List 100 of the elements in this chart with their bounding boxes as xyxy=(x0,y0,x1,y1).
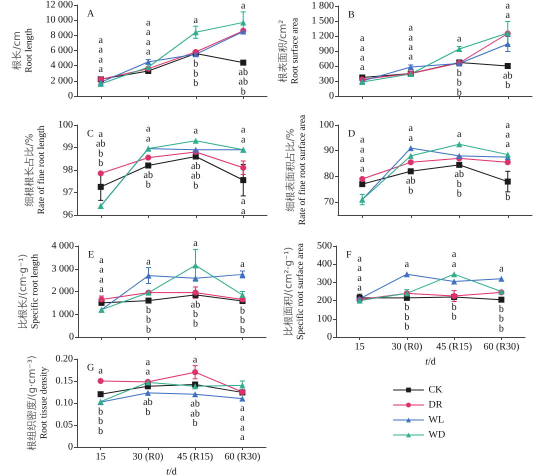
annotation: b xyxy=(146,304,151,316)
x-tick-label: 30 (R0) xyxy=(391,342,422,352)
annotation: a xyxy=(452,258,457,270)
y-tick-label: 200 xyxy=(317,295,332,306)
annotation: a xyxy=(408,123,414,134)
annotation: ab xyxy=(143,397,153,408)
annotation: b xyxy=(498,304,504,316)
annotation: a xyxy=(408,132,414,144)
annotation: b xyxy=(193,308,198,320)
annotation: b xyxy=(456,178,462,190)
annotation: b xyxy=(498,323,504,334)
y-tick-label: 6 000 xyxy=(50,45,73,56)
y-tick-label: 1 500 xyxy=(312,16,334,26)
annotation: a xyxy=(98,44,104,56)
annotation: a xyxy=(146,124,152,135)
annotation: a xyxy=(241,134,246,146)
y-tick-label: 3 000 xyxy=(52,263,74,274)
annotation: a xyxy=(506,130,511,141)
annotation: b xyxy=(505,192,510,204)
annotation: a xyxy=(146,356,151,368)
x-tick-label: 45 (R15) xyxy=(177,452,214,462)
y-axis-title: 细根根长占比/% Rate of fine root length xyxy=(24,125,48,214)
annotation: a xyxy=(360,62,366,74)
annotation: a xyxy=(192,354,198,366)
annotation: a xyxy=(240,432,246,444)
y-tick-label: 8 000 xyxy=(50,30,73,41)
chart-title: D xyxy=(348,128,356,140)
y-tick-label: 0.10 xyxy=(56,398,73,408)
y-tick-label: 100 xyxy=(58,120,73,130)
y-tick-label: 4 000 xyxy=(52,240,74,252)
y-tick-label: 400 xyxy=(317,258,332,270)
annotation: a xyxy=(240,259,246,270)
annotation: a xyxy=(360,134,366,146)
annotation: a xyxy=(457,34,462,45)
x-axis-title: t/d xyxy=(425,356,436,368)
legend-label: WD xyxy=(428,430,446,440)
annotation: a xyxy=(357,253,362,264)
annotation: a xyxy=(146,46,152,58)
annotation: b xyxy=(456,78,462,89)
annotation: a xyxy=(193,238,198,250)
y-tick-label: 96 xyxy=(63,210,73,220)
annotation: b xyxy=(146,180,151,191)
annotation: a xyxy=(146,256,152,268)
y-tick-label: 1 800 xyxy=(312,0,334,12)
annotation: b xyxy=(98,416,104,428)
y-tick-label: 90 xyxy=(324,145,334,156)
y-tick-label: 99 xyxy=(63,142,73,153)
annotation: b xyxy=(98,406,104,418)
chart-title: B xyxy=(348,10,355,20)
y-tick-label: 10 000 xyxy=(46,14,73,26)
annotation: b xyxy=(98,158,104,170)
annotation: a xyxy=(408,32,414,44)
chart-title: C xyxy=(87,128,94,140)
annotation: a xyxy=(240,422,246,434)
annotation: b xyxy=(452,302,457,313)
y-tick-label: 2 000 xyxy=(50,75,73,86)
annotation: b xyxy=(404,302,410,314)
annotation: a xyxy=(241,0,246,12)
annotation: ab xyxy=(503,70,512,82)
annotation: a xyxy=(360,52,366,64)
annotation: a xyxy=(98,34,104,46)
y-axis-title: 比根长/(cm·g⁻¹) Specific root length xyxy=(17,254,41,330)
x-tick-label: 60 (R30) xyxy=(483,342,520,352)
y-tick-label: 1 000 xyxy=(52,308,74,320)
annotation: b xyxy=(145,406,150,418)
annotation: ab xyxy=(238,66,248,78)
y-axis-title: 根组织密度/(g·cm⁻³) Root tissue density xyxy=(26,355,50,451)
annotation: b xyxy=(456,188,462,200)
annotation: a xyxy=(146,133,152,144)
annotation: a xyxy=(240,412,246,424)
annotation: b xyxy=(240,86,246,98)
annotation: a xyxy=(404,258,410,270)
annotation: a xyxy=(408,52,414,63)
y-tick-label: 500 xyxy=(317,240,332,252)
x-tick-label: 15 xyxy=(96,452,106,462)
x-tick-label: 30 (R0) xyxy=(132,452,164,462)
y-tick-label: 0.15 xyxy=(56,376,73,386)
annotation: ab xyxy=(454,169,464,180)
y-tick-label: 12 000 xyxy=(46,0,73,10)
y-tick-label: 100 xyxy=(319,120,334,130)
annotation: b xyxy=(452,312,457,323)
annotation: a xyxy=(99,284,104,296)
y-tick-label: 80 xyxy=(324,170,334,182)
annotation: b xyxy=(240,324,245,336)
annotation: b xyxy=(408,185,414,196)
annotation: b xyxy=(498,314,504,325)
annotation: a xyxy=(452,249,457,260)
annotation: b xyxy=(456,68,462,79)
y-tick-label: 900 xyxy=(319,46,334,56)
chart-title: A xyxy=(87,8,95,20)
annotation: a xyxy=(146,36,152,48)
annotation: a xyxy=(98,366,104,377)
annotation: a xyxy=(506,0,511,12)
annotation: ab xyxy=(191,170,200,182)
annotation: ab xyxy=(190,299,200,310)
y-tick-label: 98 xyxy=(63,164,73,176)
annotation: a xyxy=(146,27,152,38)
annotation: a xyxy=(408,42,414,53)
annotation: a xyxy=(98,54,104,66)
annotation: a xyxy=(194,14,199,26)
